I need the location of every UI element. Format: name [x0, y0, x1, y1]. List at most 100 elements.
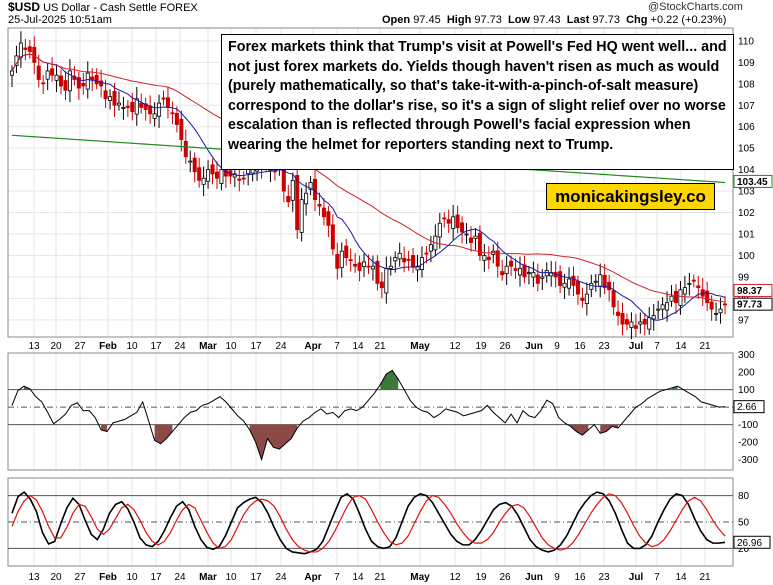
candle-body — [188, 160, 193, 163]
candle-body — [607, 281, 612, 291]
x-tick-label: 13 — [28, 341, 40, 352]
candle-body — [219, 169, 224, 184]
candle-body — [411, 255, 416, 267]
x-tick-label: 19 — [475, 341, 487, 352]
stoch-tick-label: 80 — [738, 491, 750, 502]
cci-line — [11, 369, 726, 462]
candle-body — [375, 260, 380, 284]
x-tick-label: 14 — [352, 572, 364, 583]
candle-body — [504, 265, 509, 275]
candle-body — [544, 270, 549, 277]
candle-body — [638, 321, 643, 325]
cci-tag-box — [733, 400, 765, 414]
candle-body — [313, 178, 318, 201]
price-tick-label: 108 — [738, 79, 755, 90]
ohlc-bar: Open 97.45 High 97.73 Low 97.43 Last 97.… — [382, 14, 726, 26]
x-tick-label: 17 — [150, 341, 162, 352]
candle-body — [397, 252, 402, 260]
x-tick-label: 7 — [654, 341, 660, 352]
price-tag-box — [733, 174, 773, 188]
candle-body — [651, 315, 656, 320]
candle-body — [691, 279, 696, 282]
candle-body — [157, 102, 162, 117]
stochastic-panel — [8, 491, 733, 555]
candle-body — [330, 224, 335, 250]
candle-body — [660, 304, 665, 310]
candle-body — [90, 76, 95, 80]
high-value: 97.73 — [474, 14, 502, 26]
candle-body — [299, 199, 304, 233]
candle-body — [584, 293, 589, 305]
candle-body — [183, 140, 188, 158]
candle-body — [616, 311, 621, 316]
candle-body — [223, 169, 228, 177]
candle-body — [540, 276, 545, 279]
x-tick-label: 20 — [50, 341, 62, 352]
cci-tick-label: -200 — [738, 438, 758, 449]
candle-body — [148, 105, 153, 115]
candle-body — [473, 235, 478, 239]
x-tick-label: 16 — [574, 572, 586, 583]
low-label: Low — [508, 14, 531, 26]
candle-body — [723, 303, 728, 306]
x-tick-label: 9 — [554, 341, 560, 352]
candle-body — [81, 82, 86, 87]
candle-body — [94, 74, 99, 85]
x-tick-label: 21 — [699, 572, 711, 583]
candle-body — [290, 179, 295, 201]
x-tick-label: 10 — [225, 572, 237, 583]
candle-body — [41, 82, 46, 85]
candle-body — [567, 278, 572, 289]
candle-body — [152, 113, 157, 119]
candle-body — [67, 70, 72, 92]
candle-body — [714, 312, 719, 315]
open-value: 97.45 — [413, 14, 441, 26]
cci-last-value: 2.66 — [737, 402, 757, 413]
last-label: Last — [566, 14, 590, 26]
candle-body — [85, 72, 90, 90]
last-value: 97.73 — [592, 14, 620, 26]
candle-body — [112, 90, 117, 106]
price-tick-label: 103 — [738, 187, 755, 198]
x-tick-label: 10 — [225, 341, 237, 352]
candle-body — [214, 171, 219, 179]
candle-body — [402, 257, 407, 263]
candle-body — [518, 267, 523, 276]
candle-body — [589, 282, 594, 290]
candle-body — [624, 319, 629, 325]
price-tag: 103.45 — [737, 177, 768, 188]
candle-body — [304, 192, 309, 205]
x-tick-label: 14 — [675, 572, 687, 583]
x-tick-label: 17 — [150, 572, 162, 583]
candle-body — [611, 290, 616, 308]
x-tick-label: 16 — [574, 341, 586, 352]
x-tick-label: 27 — [74, 341, 86, 352]
candle-body — [125, 105, 130, 108]
candle-body — [598, 274, 603, 287]
candle-body — [134, 98, 139, 115]
axis-labels: 1101091081071061051041031021011009998971… — [28, 36, 773, 583]
candle-body — [437, 222, 442, 238]
price-tag: 98.37 — [737, 286, 762, 297]
x-tick-label: 12 — [449, 341, 461, 352]
candle-body — [362, 261, 367, 268]
exchange-name: FOREX — [159, 2, 198, 14]
candle-body — [192, 157, 197, 173]
candle-body — [18, 42, 23, 58]
change-label: Chg — [626, 14, 648, 26]
candle-body — [455, 214, 460, 228]
watermark: @StockCharts.com — [648, 1, 743, 13]
candle-body — [535, 274, 540, 284]
x-tick-label: 7 — [334, 341, 340, 352]
candle-body — [482, 255, 487, 261]
price-tick-label: 102 — [738, 208, 755, 219]
candle-body — [678, 289, 683, 306]
cci-tick-label: -100 — [738, 420, 758, 431]
x-tick-label: Jun — [525, 572, 543, 583]
candle-body — [54, 74, 59, 81]
cci-tick-label: 300 — [738, 350, 755, 361]
price-tick-label: 107 — [738, 101, 755, 112]
candle-body — [321, 207, 326, 218]
price-tick-label: 101 — [738, 230, 755, 241]
price-tag-box — [733, 283, 773, 297]
